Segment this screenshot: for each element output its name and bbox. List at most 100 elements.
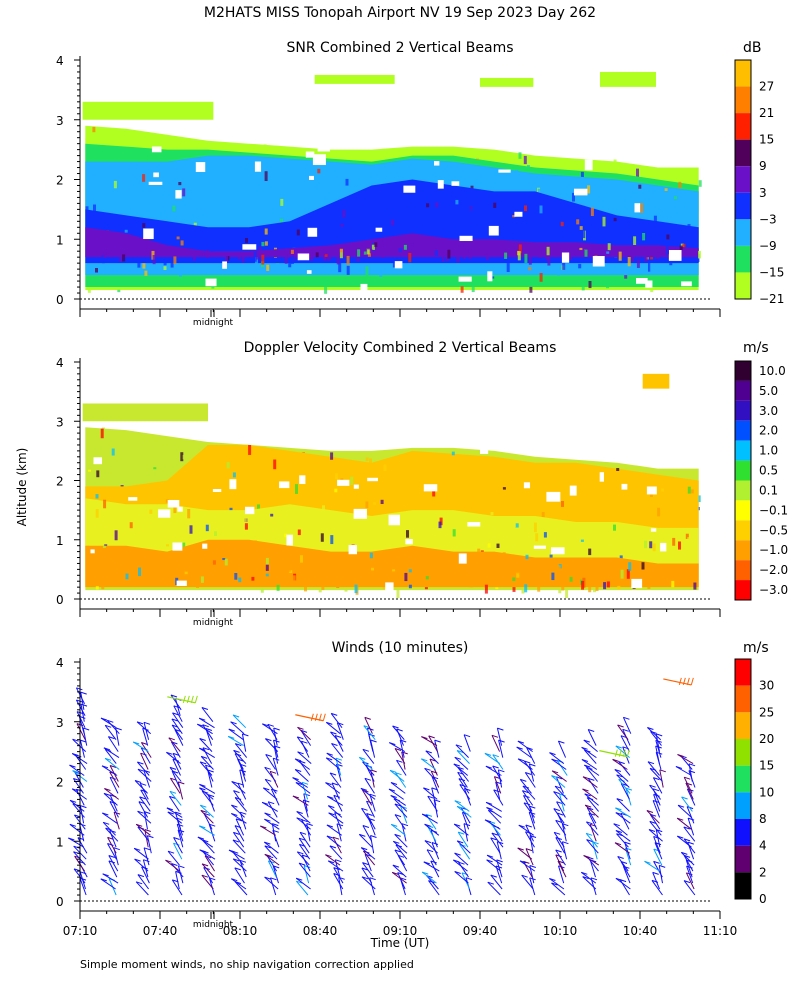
texture-cell (594, 524, 598, 534)
texture-cell (101, 255, 105, 264)
texture-cell (321, 488, 324, 499)
wind-barb (555, 820, 567, 836)
data-gap (599, 472, 604, 482)
texture-cell (111, 448, 115, 456)
wind-barb (143, 722, 150, 740)
wind-barb (199, 761, 213, 776)
texture-cell (432, 489, 436, 497)
wind-barb-flag (234, 867, 241, 871)
texture-cell (371, 244, 375, 250)
wind-barb (390, 782, 406, 794)
texture-cell (512, 585, 516, 592)
wind-barb (171, 879, 183, 896)
wind-barb (264, 853, 280, 866)
texture-cell (460, 244, 464, 247)
texture-cell (254, 540, 257, 549)
wind-barb (655, 829, 661, 848)
wind-barb (228, 849, 245, 860)
texture-cell (464, 241, 468, 249)
texture-cell (497, 504, 501, 514)
wind-barb (328, 812, 344, 824)
wind-barb-flag (294, 758, 302, 762)
wind-barb (686, 865, 694, 884)
texture-cell (478, 185, 482, 192)
wind-barb-flag (107, 843, 114, 846)
x-tick-label: 09:10 (383, 924, 418, 938)
data-gap (669, 250, 682, 261)
wind-barb (392, 725, 405, 741)
wind-barb-flag (199, 825, 206, 829)
texture-cell (581, 580, 585, 590)
texture-cell (441, 255, 445, 262)
texture-cell (493, 568, 497, 574)
wind-barb-flag (389, 769, 397, 773)
wind-barb (230, 721, 245, 735)
x-tick-label: 09:40 (463, 924, 498, 938)
wind-barb (301, 782, 309, 800)
texture-cell (548, 246, 552, 250)
wind-barb (135, 881, 149, 896)
wind-barb (137, 874, 150, 890)
wind-barb-flag (454, 871, 461, 874)
texture-cell (373, 502, 377, 505)
texture-cell (145, 238, 149, 246)
panel-data-winds (68, 677, 696, 896)
wind-barb (614, 842, 630, 854)
wind-barb (358, 757, 373, 770)
wind-barb (336, 722, 344, 740)
texture-cell (516, 572, 520, 578)
wind-barb-flag (491, 832, 499, 836)
wind-barb (457, 831, 469, 848)
wind-barb (197, 836, 214, 848)
y-tick-label: 2 (56, 776, 64, 790)
wind-barb (653, 836, 661, 854)
texture-cell (149, 509, 153, 514)
page-title: M2HATS MISS Tonopah Airport NV 19 Sep 20… (203, 5, 597, 21)
colorbar-swatch (735, 60, 751, 87)
texture-cell (539, 205, 543, 214)
wind-barb-flag (617, 724, 624, 728)
data-gap (307, 227, 318, 237)
texture-cell (264, 171, 268, 182)
wind-barb (589, 859, 596, 878)
texture-cell (265, 564, 269, 571)
wind-barb-flag (485, 765, 493, 769)
wind-barb-flag (113, 811, 121, 815)
wind-barb-flag (292, 777, 299, 781)
wind-barb (113, 811, 120, 830)
wind-barb-flag (137, 810, 144, 814)
wind-barb (551, 758, 567, 770)
wind-barb (334, 735, 344, 752)
wind-barb (486, 859, 502, 872)
wind-barb (298, 837, 310, 854)
colorbar-label: −21 (759, 292, 784, 306)
wind-barb-flag (423, 787, 430, 791)
texture-cell (256, 245, 259, 250)
wind-barb (463, 734, 471, 752)
wind-barb-flag (272, 823, 279, 827)
wind-barb (267, 724, 278, 740)
texture-cell (235, 254, 239, 262)
wind-barb (331, 782, 340, 800)
texture-cell (387, 204, 390, 210)
texture-cell (540, 247, 543, 254)
wind-barb (200, 756, 214, 770)
colorbar-swatch (735, 380, 751, 401)
wind-barb-flag (457, 840, 464, 844)
texture-cell (281, 251, 285, 258)
wind-barb-flag (169, 766, 177, 770)
wind-barb-flag (235, 818, 243, 822)
wind-barb-flag (618, 761, 625, 765)
wind-barb (486, 854, 503, 866)
texture-cell (614, 565, 618, 568)
wind-barb (132, 741, 149, 753)
wind-barb-flag (558, 740, 565, 744)
data-gap (388, 514, 400, 526)
wind-barb-flag (113, 847, 120, 851)
texture-cell (100, 428, 104, 439)
wind-barb (203, 813, 213, 830)
data-gap (458, 276, 472, 282)
wind-barb-flag (143, 721, 151, 725)
colorbar-swatch (735, 685, 751, 713)
wind-barb (235, 818, 245, 836)
